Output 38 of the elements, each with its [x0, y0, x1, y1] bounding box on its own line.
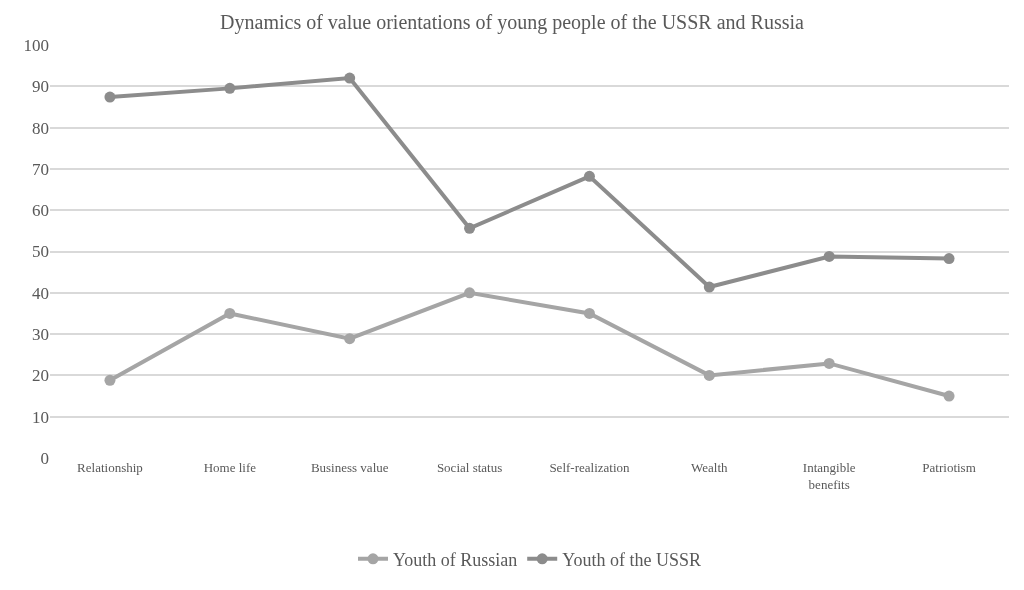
y-tick-label: 80 [32, 118, 49, 138]
point [464, 287, 476, 299]
point [823, 357, 835, 369]
x-tick-label: Relationship [77, 460, 143, 475]
x-tick-label: Self-realization [549, 460, 630, 475]
point [583, 170, 595, 182]
x-tick-label: Wealth [691, 460, 729, 475]
point [104, 374, 116, 386]
y-tick-label: 10 [32, 407, 49, 427]
point [344, 72, 356, 84]
x-tick-label: Home life [203, 460, 257, 475]
point [464, 222, 476, 234]
point [703, 281, 715, 293]
point [224, 307, 236, 319]
y-tick-label: 40 [32, 283, 49, 303]
x-tick-label: Business value [310, 460, 389, 475]
x-tick-label: Patriotism [922, 460, 976, 475]
chart-title: Dynamics of value orientations of young people of the USSR and Russia [220, 10, 805, 34]
x-tick-label: Intangible benefits [802, 460, 856, 492]
y-tick-label: 0 [40, 448, 49, 468]
x-tick-label: Social status [436, 460, 503, 475]
y-tick-label: 50 [32, 242, 49, 262]
legend-label: Youth of the USSR [562, 549, 701, 570]
y-tick-label: 30 [32, 325, 49, 345]
point [224, 82, 236, 94]
legend-label: Youth of Russian [393, 549, 518, 570]
point [943, 390, 955, 402]
y-tick-label: 20 [32, 366, 49, 386]
y-tick-label: 100 [23, 35, 49, 55]
point [703, 369, 715, 381]
point [943, 253, 955, 265]
point [344, 333, 356, 345]
point [823, 250, 835, 262]
point [583, 307, 595, 319]
y-tick-label: 60 [32, 201, 49, 221]
point [104, 91, 116, 103]
y-tick-label: 70 [32, 159, 49, 179]
y-tick-label: 90 [32, 77, 49, 97]
